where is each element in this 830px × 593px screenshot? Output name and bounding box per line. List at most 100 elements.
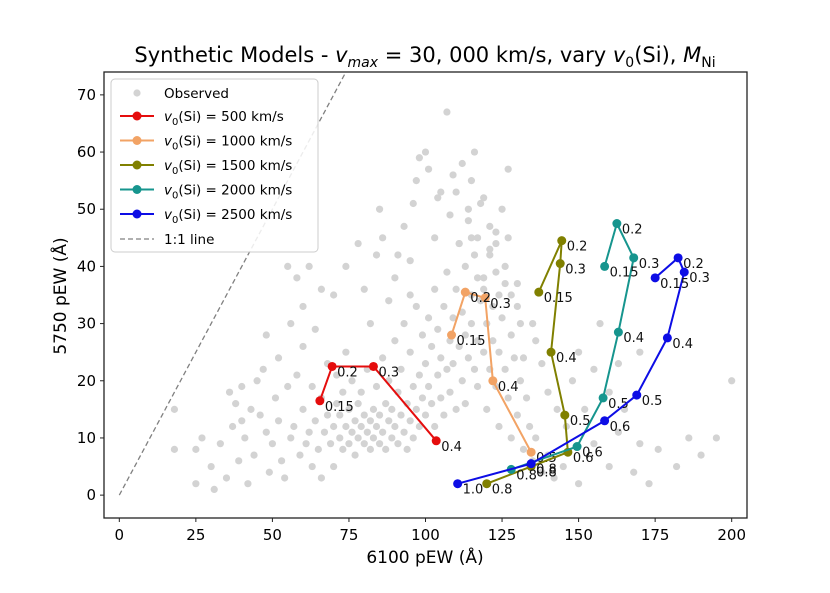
series-point: [600, 416, 610, 426]
y-tick-label: 70: [77, 86, 96, 104]
observed-point: [498, 314, 506, 322]
observed-point: [366, 417, 374, 425]
observed-point: [351, 451, 359, 459]
observed-point: [473, 382, 482, 391]
observed-point: [685, 434, 693, 442]
observed-point: [498, 205, 506, 213]
observed-point: [397, 411, 405, 419]
series-5: 1.00.80.60.50.40.30.20.15: [453, 253, 710, 498]
observed-point: [317, 474, 325, 482]
observed-point: [434, 194, 442, 202]
observed-point: [428, 342, 436, 351]
point-label: 0.6: [582, 446, 603, 461]
observed-point: [532, 337, 540, 345]
observed-point: [299, 342, 307, 351]
plot-area: 0.40.30.20.150.50.40.30.20.150.80.80.60.…: [118, 71, 736, 498]
observed-point: [614, 360, 623, 368]
observed-point: [486, 251, 494, 259]
observed-point: [486, 222, 494, 230]
observed-point: [443, 268, 451, 276]
title-v0-symbol: v: [613, 43, 626, 67]
observed-point: [449, 171, 457, 179]
observed-point: [296, 451, 304, 459]
observed-point: [366, 445, 374, 453]
series-point: [488, 376, 498, 386]
point-label: 0.15: [325, 400, 354, 415]
series-point: [632, 390, 642, 400]
observed-point: [342, 422, 350, 431]
observed-point: [415, 422, 423, 431]
observed-point: [697, 451, 705, 459]
observed-point: [421, 148, 430, 156]
observed-point: [596, 319, 604, 328]
observed-point: [480, 348, 488, 356]
observed-point: [464, 205, 472, 213]
point-label: 0.2: [683, 257, 704, 272]
observed-point: [305, 262, 313, 271]
observed-point: [379, 354, 387, 362]
observed-point: [354, 239, 362, 248]
observed-point: [372, 422, 381, 431]
observed-point: [434, 371, 442, 379]
observed-point: [339, 445, 347, 453]
observed-point: [391, 422, 399, 431]
observed-point: [216, 440, 224, 448]
observed-point: [293, 371, 301, 379]
observed-point: [452, 188, 460, 196]
legend-marker-dot: [132, 209, 142, 219]
observed-point: [357, 388, 365, 396]
observed-point: [406, 257, 414, 265]
observed-point: [287, 319, 295, 328]
legend-marker-dot: [132, 136, 142, 145]
legend-label-series: v0(Si) = 2000 km/s: [164, 183, 292, 202]
observed-point: [238, 417, 246, 425]
observed-point: [431, 234, 439, 242]
observed-point: [403, 445, 411, 453]
observed-point: [379, 428, 387, 436]
observed-point: [351, 417, 359, 425]
observed-point: [418, 331, 427, 339]
observed-point: [538, 468, 546, 476]
observed-point: [501, 262, 509, 271]
observed-point: [532, 434, 540, 442]
observed-point: [467, 319, 476, 328]
legend-item-observed: Observed: [133, 86, 229, 102]
observed-point: [250, 451, 258, 459]
point-label: 0.3: [490, 297, 511, 312]
observed-point: [198, 434, 206, 442]
observed-point: [345, 440, 353, 448]
observed-point: [333, 371, 341, 379]
y-tick-label: 0: [86, 486, 96, 504]
observed-point: [467, 234, 476, 242]
observed-point: [461, 331, 469, 339]
observed-point: [225, 388, 234, 396]
observed-point: [253, 377, 261, 385]
series-point: [534, 287, 544, 297]
legend-marker-dot: [132, 185, 142, 194]
title-prefix: Synthetic Models -: [134, 43, 335, 67]
y-tick-label: 60: [77, 143, 96, 161]
point-label: 0.4: [556, 351, 577, 366]
point-label: 0.3: [689, 271, 710, 286]
observed-point: [455, 239, 463, 248]
series-point: [629, 253, 639, 263]
observed-point: [501, 279, 509, 288]
observed-point: [342, 348, 350, 356]
observed-point: [385, 297, 393, 305]
series-1: 0.4 0.3 0.2 0.15: [315, 361, 462, 455]
observed-point: [406, 291, 414, 299]
observed-point: [483, 405, 491, 413]
observed-point: [192, 480, 200, 488]
observed-point: [516, 377, 525, 385]
title-mni-symbol: M: [683, 43, 701, 67]
observed-point: [437, 188, 445, 196]
observed-point: [470, 148, 479, 156]
observed-point: [443, 108, 451, 116]
series-point: [612, 219, 622, 229]
series-point: [650, 273, 660, 283]
x-axis-label: 6100 pEW (Å): [366, 546, 483, 568]
y-tick-label: 30: [77, 315, 96, 333]
observed-point: [262, 331, 270, 339]
observed-point: [467, 177, 476, 185]
observed-point: [504, 234, 512, 242]
